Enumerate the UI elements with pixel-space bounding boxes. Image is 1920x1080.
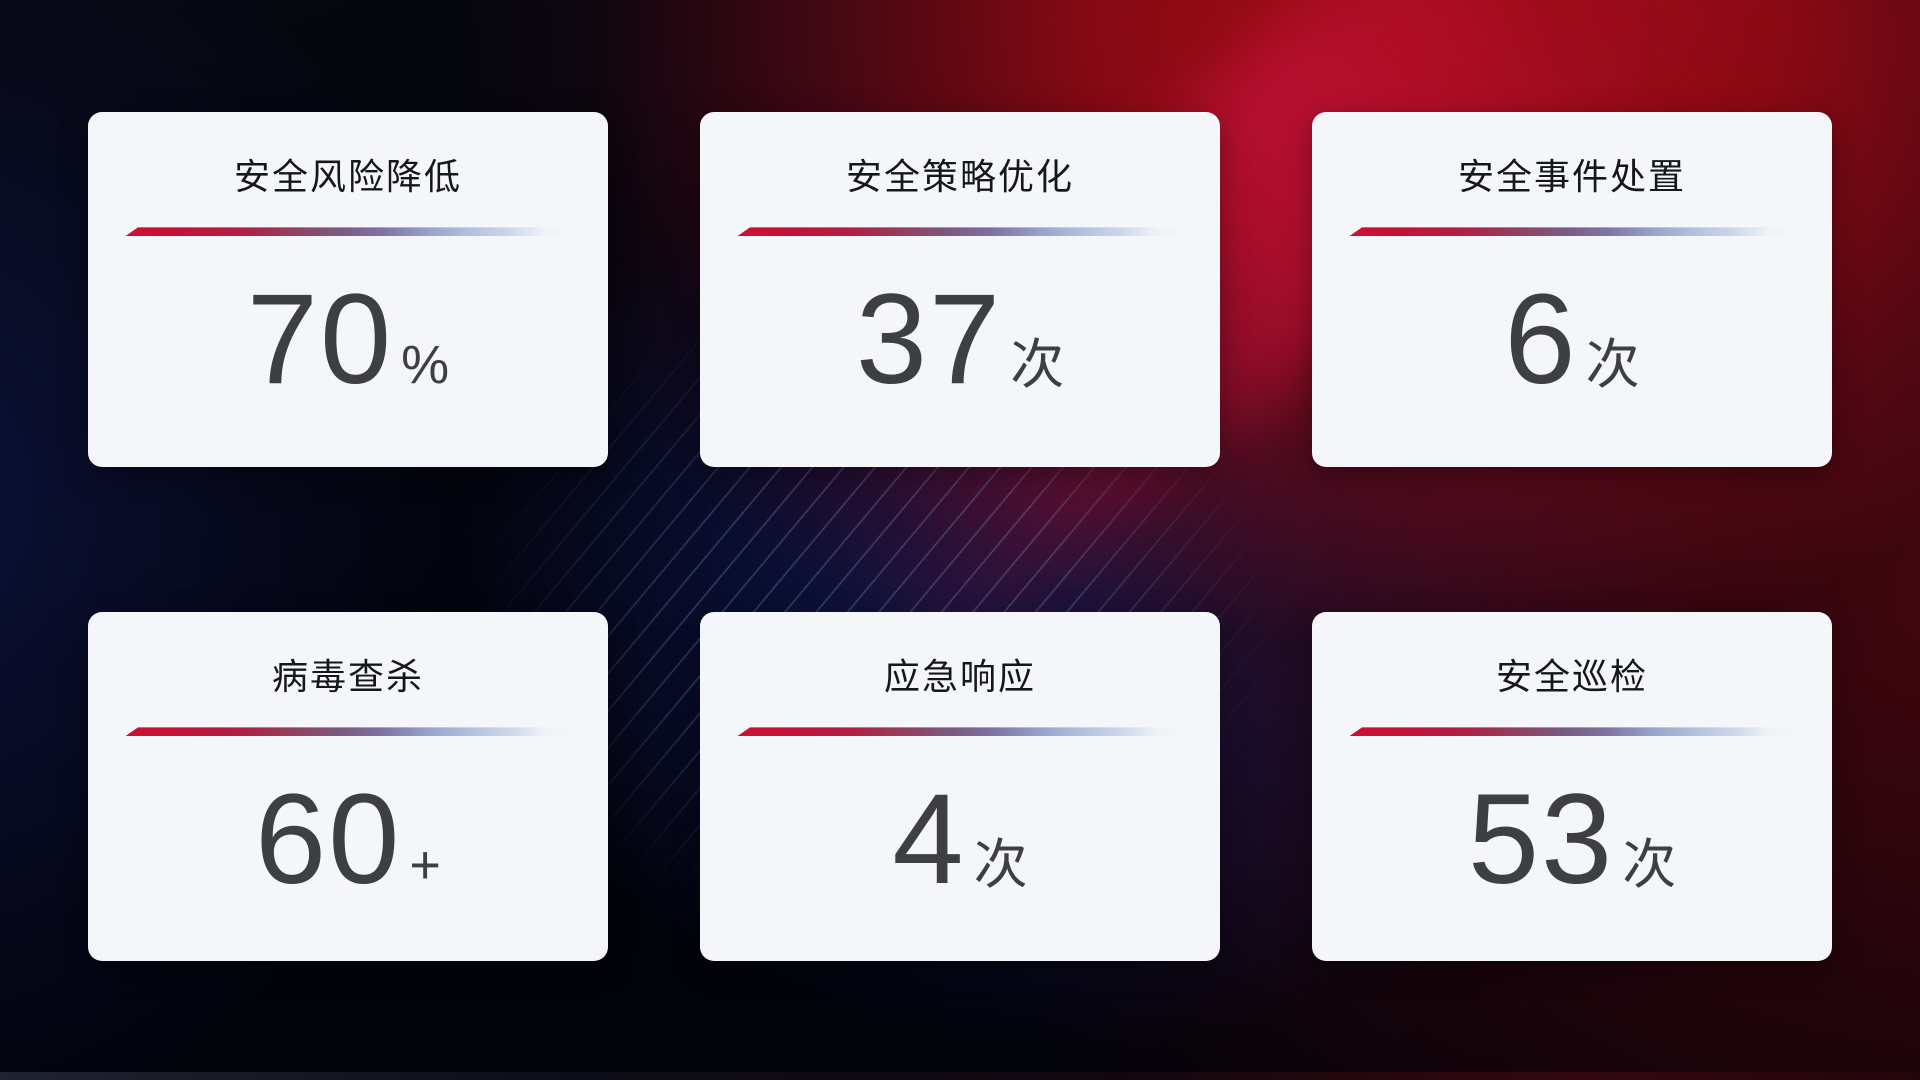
stat-unit: 次 bbox=[1585, 335, 1640, 396]
stat-card-policy-optimization: 安全策略优化 37 次 bbox=[700, 112, 1220, 467]
stat-value: 70 bbox=[246, 268, 394, 412]
stat-value-row: 37 次 bbox=[856, 276, 1064, 404]
stat-unit: + bbox=[409, 835, 441, 896]
stat-value-row: 70 % bbox=[247, 276, 449, 404]
stat-value: 60 bbox=[255, 768, 402, 912]
stat-unit: 次 bbox=[973, 835, 1028, 896]
stat-card-emergency-response: 应急响应 4 次 bbox=[700, 612, 1220, 961]
gradient-divider bbox=[1349, 727, 1795, 737]
stat-value-row: 4 次 bbox=[892, 776, 1027, 904]
stat-value: 4 bbox=[892, 768, 966, 912]
background-bottom-strip bbox=[0, 1072, 1920, 1080]
stat-unit: 次 bbox=[1010, 335, 1065, 396]
stat-card-incident-handling: 安全事件处置 6 次 bbox=[1312, 112, 1832, 467]
gradient-divider bbox=[737, 727, 1183, 737]
stat-card-title: 安全巡检 bbox=[1495, 656, 1648, 697]
stat-value: 53 bbox=[1467, 768, 1615, 912]
gradient-divider bbox=[125, 727, 571, 737]
stat-value-row: 60 + bbox=[255, 776, 441, 904]
stat-unit: % bbox=[401, 335, 450, 396]
stat-value: 6 bbox=[1504, 268, 1578, 412]
stat-value-row: 6 次 bbox=[1504, 276, 1639, 404]
stat-card-security-inspection: 安全巡检 53 次 bbox=[1312, 612, 1832, 961]
stat-card-title: 安全事件处置 bbox=[1457, 156, 1686, 197]
stat-card-security-risk-reduction: 安全风险降低 70 % bbox=[88, 112, 608, 467]
gradient-divider bbox=[1349, 227, 1795, 237]
stat-value-row: 53 次 bbox=[1468, 776, 1676, 904]
stat-card-virus-scan: 病毒查杀 60 + bbox=[88, 612, 608, 961]
stat-unit: 次 bbox=[1622, 835, 1677, 896]
gradient-divider bbox=[737, 227, 1183, 237]
stat-card-title: 病毒查杀 bbox=[271, 656, 424, 697]
stat-value: 37 bbox=[855, 268, 1003, 412]
stat-cards-grid: 安全风险降低 70 % 安全策略优化 37 次 安全事件处置 6 次 病毒查杀 … bbox=[88, 112, 1832, 961]
stat-card-title: 安全风险降低 bbox=[233, 156, 462, 197]
stat-card-title: 应急响应 bbox=[883, 656, 1036, 697]
gradient-divider bbox=[125, 227, 571, 237]
stat-card-title: 安全策略优化 bbox=[845, 156, 1074, 197]
